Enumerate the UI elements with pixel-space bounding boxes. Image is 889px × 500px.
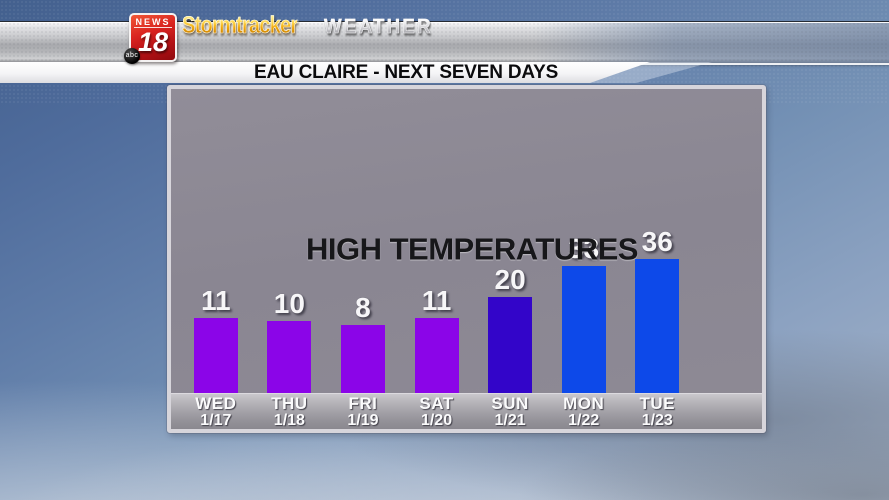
temp-bar-thu [267,321,312,394]
axis-label-wed: WED 1/17 [179,394,253,429]
bar-value-label: 10 [273,288,305,319]
day-label: FRI [348,394,378,413]
bar-value-label: 11 [200,285,231,316]
day-label: SUN [491,394,529,413]
bars-row: 11 10 8 11 20 33 36 [179,89,694,394]
axis-strip [171,393,762,429]
temp-bar-sun [488,297,533,394]
bar-column-sat: 11 [400,287,474,394]
date-label: 1/19 [347,412,379,429]
date-label: 1/21 [494,412,526,429]
temp-bar-mon [561,266,606,394]
bar-value-label: 11 [421,285,452,316]
brand-weather-text: WEATHER [323,16,433,38]
bar-column-wed: 11 [179,287,253,394]
chart-subtitle: EAU CLAIRE - NEXT SEVEN DAYS [254,62,559,83]
bar-value-label: 20 [494,264,526,295]
date-label: 1/20 [420,412,453,429]
date-label: 1/22 [568,412,600,429]
brand-stormtracker-text: Stormtracker [182,12,299,39]
logo-news-text: NEWS [134,17,172,28]
axis-label-tue: TUE 1/23 [620,394,694,429]
temp-bar-fri [340,325,385,394]
axis-label-thu: THU 1/18 [253,394,327,429]
station-logo: NEWS 18 abc Stormtracker WEATHER [124,12,441,64]
temp-bar-wed [193,318,238,394]
axis-label-mon: MON 1/22 [547,394,621,429]
axis-label-fri: FRI 1/19 [326,394,400,429]
temp-bar-sat [414,318,459,394]
day-label: TUE [639,394,675,413]
news18-badge: NEWS 18 abc [124,13,177,64]
bar-column-fri: 8 [326,294,400,394]
day-label: MON [563,394,605,413]
bar-column-mon: 33 [547,235,621,394]
bar-column-sun: 20 [473,266,547,394]
abc-network-icon: abc [124,48,140,64]
day-label: WED [195,394,237,413]
date-label: 1/17 [200,412,232,429]
page-title: HIGH TEMPERATURES [306,231,638,267]
date-label: 1/18 [273,412,305,429]
temp-bar-tue [635,259,680,394]
bar-value-label: 36 [641,226,673,257]
axis-label-sat: SAT 1/20 [400,394,474,429]
axis-labels-row: WED 1/17 THU 1/18 FRI 1/19 SAT 1/20 SUN 1/21 MON 1/… [179,394,694,429]
bar-value-label: 33 [568,233,600,264]
day-label: THU [271,394,308,413]
subtitle-bar: EAU CLAIRE - NEXT SEVEN DAYS [0,62,650,83]
bar-column-thu: 10 [253,290,327,394]
date-label: 1/23 [641,412,673,429]
day-label: SAT [419,394,454,413]
logo-channel-number: 18 [137,27,169,57]
axis-label-sun: SUN 1/21 [473,394,547,429]
stormtracker-brand: Stormtracker WEATHER [182,12,441,39]
forecast-chart-panel: 11 10 8 11 20 33 36 WED 1/17 THU 1/18 FRI 1/19 SAT 1/… [167,85,766,433]
bar-value-label: 8 [355,292,371,323]
bar-column-tue: 36 [620,228,694,394]
